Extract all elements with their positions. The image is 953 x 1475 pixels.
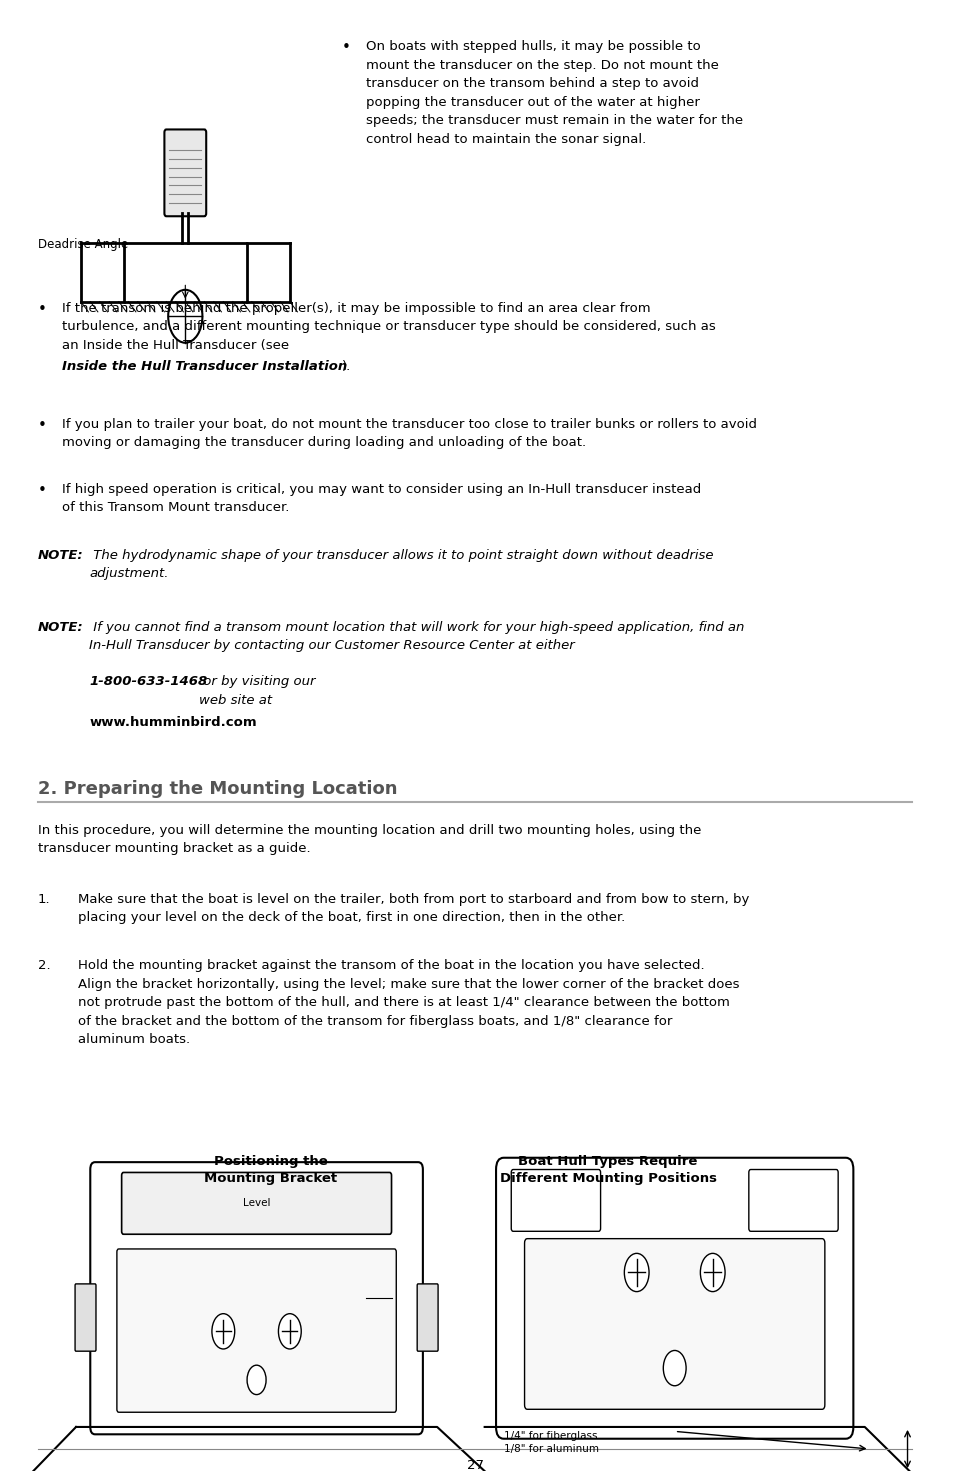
Text: If you plan to trailer your boat, do not mount the transducer too close to trail: If you plan to trailer your boat, do not… [62, 417, 756, 450]
Text: •: • [38, 417, 47, 432]
FancyBboxPatch shape [416, 1283, 437, 1351]
Text: •: • [38, 482, 47, 497]
Text: Positioning the
Mounting Bracket: Positioning the Mounting Bracket [204, 1155, 337, 1184]
Text: 1-800-633-1468: 1-800-633-1468 [90, 676, 208, 689]
FancyBboxPatch shape [748, 1170, 838, 1232]
Text: or by visiting our
web site at: or by visiting our web site at [198, 676, 314, 707]
Text: ).: ). [342, 360, 351, 373]
Text: Inside the Hull Transducer Installation: Inside the Hull Transducer Installation [62, 360, 347, 373]
FancyBboxPatch shape [524, 1239, 824, 1409]
Text: Level: Level [243, 1198, 270, 1208]
Text: 1.: 1. [38, 892, 51, 906]
Circle shape [212, 1314, 234, 1350]
Circle shape [278, 1314, 301, 1350]
Text: In this procedure, you will determine the mounting location and drill two mounti: In this procedure, you will determine th… [38, 825, 700, 856]
Circle shape [247, 1366, 266, 1394]
Text: www.humminbird.com: www.humminbird.com [90, 717, 256, 730]
Text: Make sure that the boat is level on the trailer, both from port to starboard and: Make sure that the boat is level on the … [78, 892, 748, 925]
Text: Deadrise Angle: Deadrise Angle [38, 239, 128, 251]
Circle shape [700, 1254, 724, 1292]
Text: Boat Hull Types Require
Different Mounting Positions: Boat Hull Types Require Different Mounti… [499, 1155, 716, 1184]
Text: 1/4" for fiberglass
1/8" for aluminum: 1/4" for fiberglass 1/8" for aluminum [503, 1431, 598, 1454]
Text: Hold the mounting bracket against the transom of the boat in the location you ha: Hold the mounting bracket against the tr… [78, 959, 739, 1046]
Text: •: • [342, 40, 351, 56]
Text: On boats with stepped hulls, it may be possible to
mount the transducer on the s: On boats with stepped hulls, it may be p… [366, 40, 742, 146]
Text: 27: 27 [466, 1459, 483, 1472]
FancyBboxPatch shape [511, 1170, 600, 1232]
Text: If high speed operation is critical, you may want to consider using an In-Hull t: If high speed operation is critical, you… [62, 482, 700, 513]
FancyBboxPatch shape [91, 1162, 422, 1434]
Text: NOTE:: NOTE: [38, 549, 84, 562]
Text: 2. Preparing the Mounting Location: 2. Preparing the Mounting Location [38, 780, 397, 798]
Text: .: . [233, 717, 237, 730]
Text: If you cannot find a transom mount location that will work for your high-speed a: If you cannot find a transom mount locat… [90, 621, 744, 652]
Circle shape [623, 1254, 648, 1292]
Circle shape [662, 1351, 685, 1386]
Text: NOTE:: NOTE: [38, 621, 84, 634]
Circle shape [168, 289, 202, 342]
Text: 2.: 2. [38, 959, 51, 972]
FancyBboxPatch shape [122, 1173, 391, 1235]
Text: If the transom is behind the propeller(s), it may be impossible to find an area : If the transom is behind the propeller(s… [62, 301, 715, 351]
Text: •: • [38, 301, 47, 317]
FancyBboxPatch shape [496, 1158, 853, 1438]
FancyBboxPatch shape [164, 130, 206, 217]
Text: The hydrodynamic shape of your transducer allows it to point straight down witho: The hydrodynamic shape of your transduce… [90, 549, 713, 580]
FancyBboxPatch shape [117, 1249, 395, 1412]
FancyBboxPatch shape [75, 1283, 96, 1351]
